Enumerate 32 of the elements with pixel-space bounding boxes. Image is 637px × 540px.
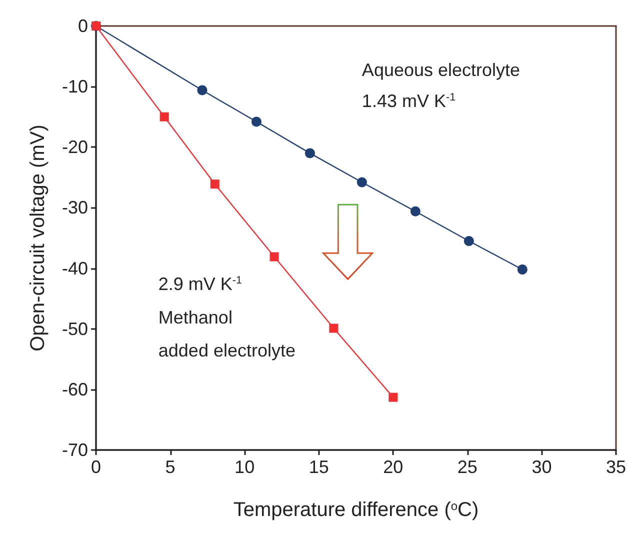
x-tick-label: 25	[457, 457, 478, 477]
y-tick-label: -30	[62, 198, 88, 218]
point	[464, 236, 474, 246]
point	[270, 252, 279, 262]
y-tick-label: 0	[78, 16, 88, 36]
point	[388, 392, 398, 402]
x-tick-label: 20	[383, 457, 404, 477]
annotation: Methanol	[158, 307, 232, 328]
point	[160, 112, 169, 122]
point	[197, 85, 208, 96]
y-axis-title: Open-circuit voltage (mV)	[27, 124, 49, 352]
annotation: added electrolyte	[158, 340, 296, 361]
point	[517, 264, 528, 274]
y-tick-label: -20	[62, 137, 88, 158]
x-tick-label: 10	[234, 457, 255, 477]
point	[304, 148, 315, 158]
x-tick-label: 5	[165, 457, 176, 477]
y-tick-label: -70	[62, 440, 88, 460]
point	[410, 206, 420, 216]
x-tick-label: 15	[308, 457, 329, 477]
y-tick-label: -10	[62, 76, 88, 97]
x-tick-label: 30	[532, 457, 552, 477]
point	[356, 177, 367, 188]
y-tick-label: -40	[62, 258, 88, 278]
y-tick-label: -60	[62, 379, 88, 400]
x-tick-label: 0	[90, 457, 102, 477]
x-tick-label: 35	[606, 457, 626, 477]
annotation: Aqueous electrolyte	[362, 60, 520, 80]
point	[210, 180, 220, 189]
point	[251, 116, 262, 127]
y-tick-label: -50	[62, 318, 88, 339]
point	[329, 324, 338, 333]
